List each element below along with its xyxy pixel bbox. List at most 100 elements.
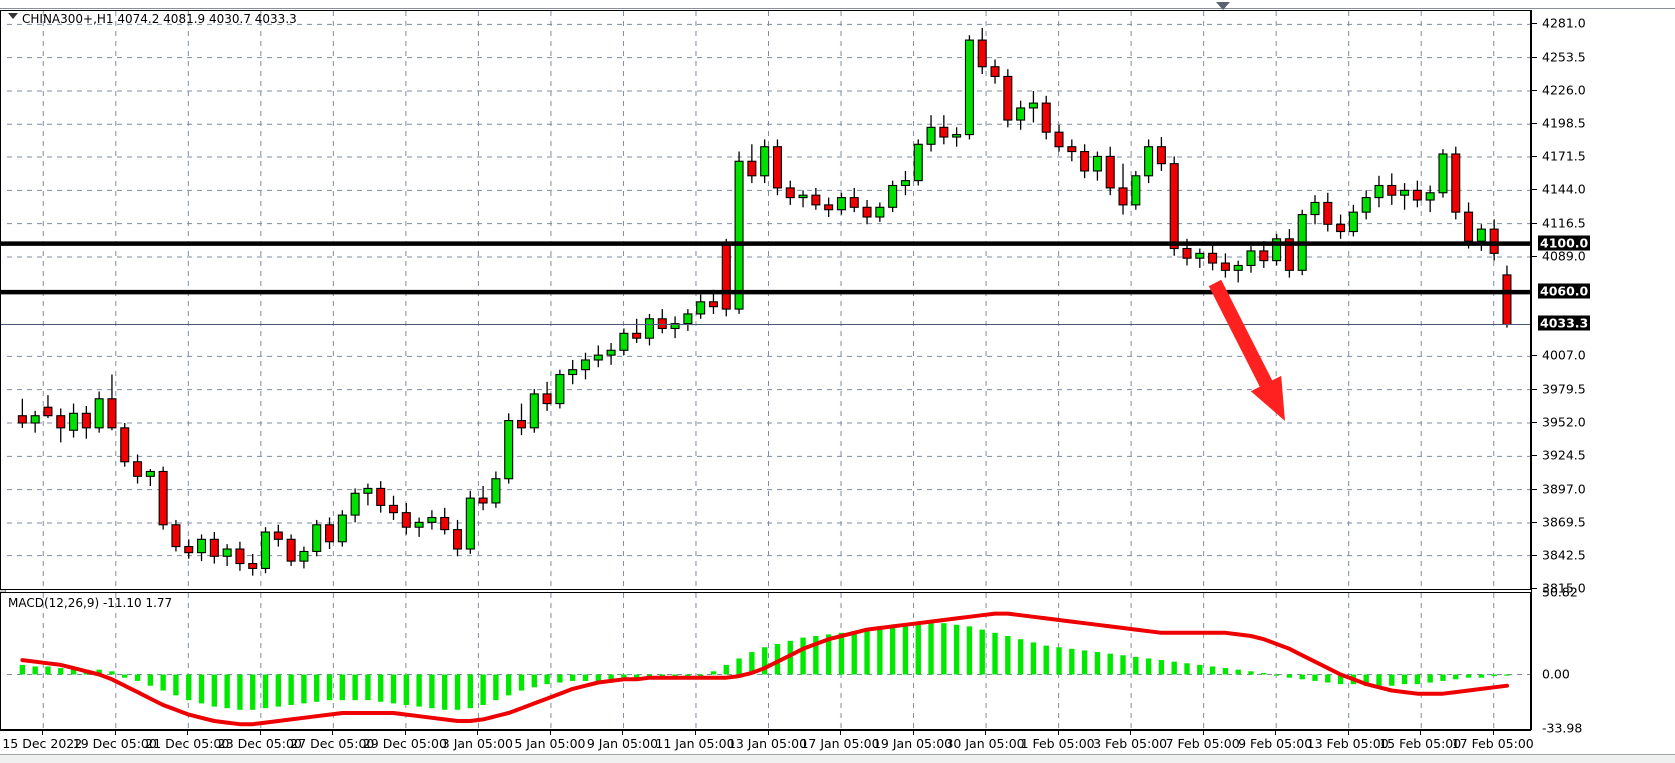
candle-body	[248, 563, 258, 569]
macd-histogram-bar	[1081, 650, 1088, 675]
candle-body	[568, 369, 578, 376]
price-axis-label: 4144.0	[1542, 181, 1586, 197]
candle-body	[811, 194, 821, 206]
time-axis-tick	[404, 731, 406, 735]
macd-histogram-bar	[710, 671, 717, 675]
candle-body	[747, 160, 757, 177]
candle-body	[414, 521, 424, 528]
macd-histogram-bar	[1325, 674, 1331, 683]
candle-body	[427, 516, 437, 523]
macd-histogram-bar	[1261, 672, 1267, 675]
last-price-label: 4033.3	[1538, 315, 1591, 331]
candle-body	[1118, 187, 1128, 206]
triangle-down-icon[interactable]	[8, 13, 18, 19]
candle-body	[1412, 189, 1422, 201]
macd-histogram-bar	[1184, 663, 1190, 675]
time-axis-tick	[477, 731, 479, 735]
candle-body	[1233, 264, 1243, 271]
time-axis-tick	[694, 731, 696, 735]
candle-body	[644, 318, 654, 339]
time-scale-axis[interactable]: 15 Dec 2022 19 Dec 05:00 21 Dec 05:00 23 De…	[0, 730, 1534, 754]
macd-histogram-bar	[864, 631, 870, 675]
price-axis-tick	[1532, 421, 1537, 423]
macd-histogram-bar	[275, 674, 282, 707]
candle-body	[363, 487, 373, 494]
chevron-down-marker-icon[interactable]	[1216, 2, 1230, 10]
candle-body	[913, 143, 923, 182]
candle-body	[542, 393, 552, 405]
macd-histogram-bar	[889, 627, 896, 675]
macd-histogram-bar	[608, 674, 614, 680]
time-axis-tick	[1275, 731, 1277, 735]
candle-body	[798, 194, 808, 199]
time-axis-tick	[332, 731, 334, 735]
candle-body	[1425, 192, 1435, 201]
candle-body	[478, 497, 488, 504]
candle-body	[465, 497, 475, 550]
macd-histogram-bar	[403, 674, 409, 705]
price-axis-tick	[1532, 588, 1537, 589]
price-axis-tick	[1532, 255, 1537, 257]
macd-histogram-bar	[621, 674, 627, 680]
time-axis-tick	[1057, 731, 1059, 735]
macd-histogram-bar	[736, 658, 742, 675]
macd-histogram-bar	[390, 674, 397, 704]
macd-histogram-bar	[32, 666, 38, 675]
macd-histogram-bar	[45, 666, 51, 675]
macd-histogram-bar	[774, 644, 781, 675]
time-axis-label: 29 Dec 05:00	[362, 736, 447, 751]
candle-body	[171, 524, 181, 548]
macd-histogram-bar	[723, 664, 729, 675]
price-axis-tick	[1532, 156, 1537, 157]
candle-body	[222, 548, 232, 557]
macd-histogram-bar	[1299, 674, 1305, 680]
macd-histogram-bar	[569, 674, 576, 681]
candle-body	[30, 415, 40, 424]
macd-histogram-bar	[979, 629, 985, 675]
time-axis-tick	[1130, 731, 1132, 735]
candle-body	[529, 393, 539, 429]
price-axis-label: 3979.5	[1542, 381, 1586, 397]
macd-histogram-bar	[1235, 669, 1241, 675]
macd-histogram-bar	[1005, 636, 1011, 675]
macd-histogram-bar	[365, 674, 371, 701]
candle-body	[875, 206, 885, 218]
candle-body	[964, 39, 974, 136]
macd-histogram-bar	[186, 674, 192, 701]
candle-body	[1374, 184, 1384, 199]
candle-body	[785, 187, 795, 199]
candle-body	[1451, 153, 1461, 213]
price-scale-axis[interactable]: 4281.0 4253.5 4226.0 4198.5 4171.5 4144.0 4116…	[1531, 10, 1675, 736]
macd-axis-label: 0.00	[1542, 666, 1570, 681]
candle-body	[1105, 155, 1115, 189]
time-axis-label: 5 Jan 05:00	[514, 736, 586, 751]
macd-histogram-bar	[557, 674, 563, 683]
macd-histogram-bar	[582, 674, 589, 681]
time-axis-label: 19 Jan 05:00	[872, 736, 953, 751]
price-axis-label: 4198.5	[1542, 115, 1586, 131]
candle-body	[836, 197, 846, 211]
candle-body	[772, 146, 782, 189]
time-axis-label: 21 Dec 05:00	[145, 736, 230, 751]
level-price-label: 4100.0	[1538, 235, 1591, 251]
macd-histogram-bar	[250, 674, 256, 710]
time-axis-tick	[912, 731, 914, 735]
macd-histogram-bar	[992, 632, 998, 675]
macd-histogram-bar	[1427, 674, 1433, 683]
price-axis-label: 4281.0	[1542, 15, 1586, 31]
candle-body	[286, 538, 296, 562]
macd-histogram-bar	[1414, 674, 1421, 685]
macd-histogram-bar	[1389, 674, 1395, 686]
candle-body	[1169, 163, 1179, 250]
macd-histogram-bar	[198, 674, 205, 704]
time-axis-label: 19 Dec 05:00	[72, 736, 157, 751]
candle-body	[862, 206, 872, 218]
macd-histogram-bar	[19, 664, 26, 675]
price-chart-panel[interactable]	[0, 10, 1531, 590]
time-axis-tick	[42, 731, 44, 735]
macd-histogram-bar	[1145, 658, 1152, 675]
macd-indicator-panel[interactable]	[0, 592, 1531, 730]
macd-histogram-bar	[301, 674, 307, 704]
time-axis-tick	[767, 731, 769, 735]
candle-body	[1028, 102, 1038, 109]
